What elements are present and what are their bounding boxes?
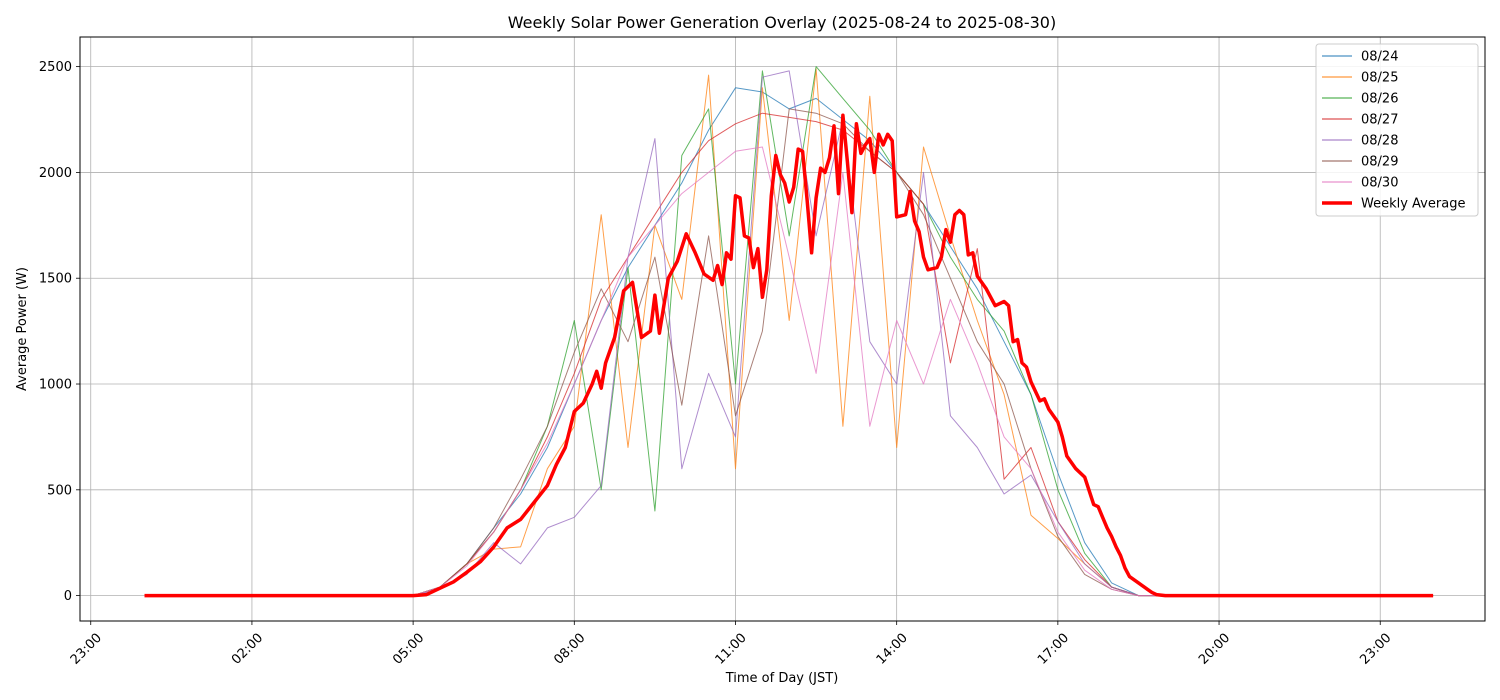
y-tick-label: 1000 (39, 378, 72, 393)
plot-frame (79, 36, 1486, 622)
series-line-08-24 (144, 87, 1434, 597)
legend-box (1315, 43, 1479, 217)
series-line-08-30 (144, 146, 1434, 597)
y-axis: 0 500 1000 1500 2000 2500 (39, 60, 80, 604)
y-tick-label: 1500 (39, 272, 72, 287)
legend-label: 08/26 (1361, 92, 1398, 107)
chart-title: Weekly Solar Power Generation Overlay (2… (508, 13, 1056, 32)
legend-label: 08/24 (1361, 50, 1398, 65)
series-lines (144, 66, 1434, 598)
legend-label: 08/27 (1361, 113, 1398, 128)
legend: 08/24 08/25 08/26 08/27 08/28 08/29 08/30 Weekl… (1315, 43, 1479, 217)
series-line-weekly-average (144, 113, 1434, 598)
x-axis-title: Time of Day (JST) (725, 671, 839, 686)
legend-label: 08/28 (1361, 134, 1398, 149)
y-tick-label: 2500 (39, 60, 72, 75)
legend-label: 08/25 (1361, 71, 1398, 86)
legend-label: 08/29 (1361, 155, 1398, 170)
y-tick-label: 2000 (39, 166, 72, 181)
y-tick-label: 500 (47, 483, 72, 498)
y-axis-title: Average Power (W) (15, 267, 30, 391)
series-line-08-28 (144, 70, 1434, 597)
y-tick-label: 0 (64, 589, 72, 604)
legend-label: Weekly Average (1361, 197, 1465, 212)
legend-label: 08/30 (1361, 176, 1398, 191)
